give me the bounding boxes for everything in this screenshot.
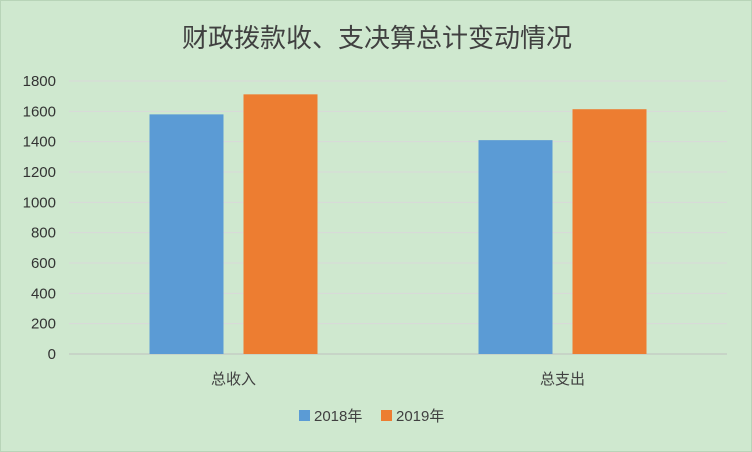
- y-tick-label: 600: [31, 255, 56, 272]
- category-labels: 总收入 总支出: [211, 370, 585, 388]
- category-label: 总支出: [540, 370, 585, 388]
- legend: 2018年 2019年: [299, 408, 444, 425]
- bar-总支出-2018年: [478, 140, 553, 354]
- legend-swatch-2019年: [381, 410, 392, 421]
- y-tick-label: 1400: [23, 134, 56, 151]
- y-tick-label: 800: [31, 225, 56, 242]
- category-label: 总收入: [211, 370, 256, 388]
- y-tick-label: 1200: [23, 164, 56, 181]
- y-tick-label: 1000: [23, 194, 56, 211]
- y-axis-ticks: 0 200 400 600 800 1000 1200 1400 1600 1800: [23, 73, 56, 363]
- legend-label: 2019年: [396, 408, 444, 425]
- legend-label: 2018年: [314, 408, 362, 425]
- y-tick-label: 200: [31, 316, 56, 333]
- bar-总收入-2018年: [149, 114, 224, 354]
- bars: [149, 94, 647, 355]
- bar-总收入-2019年: [243, 94, 318, 354]
- chart-title: 财政拨款收、支决算总计变动情况: [182, 24, 572, 54]
- legend-swatch-2018年: [299, 410, 310, 421]
- y-tick-label: 1800: [23, 73, 56, 90]
- y-tick-label: 0: [48, 346, 56, 363]
- bar-总支出-2019年: [572, 109, 647, 355]
- y-tick-label: 1600: [23, 103, 56, 120]
- y-tick-label: 400: [31, 285, 56, 302]
